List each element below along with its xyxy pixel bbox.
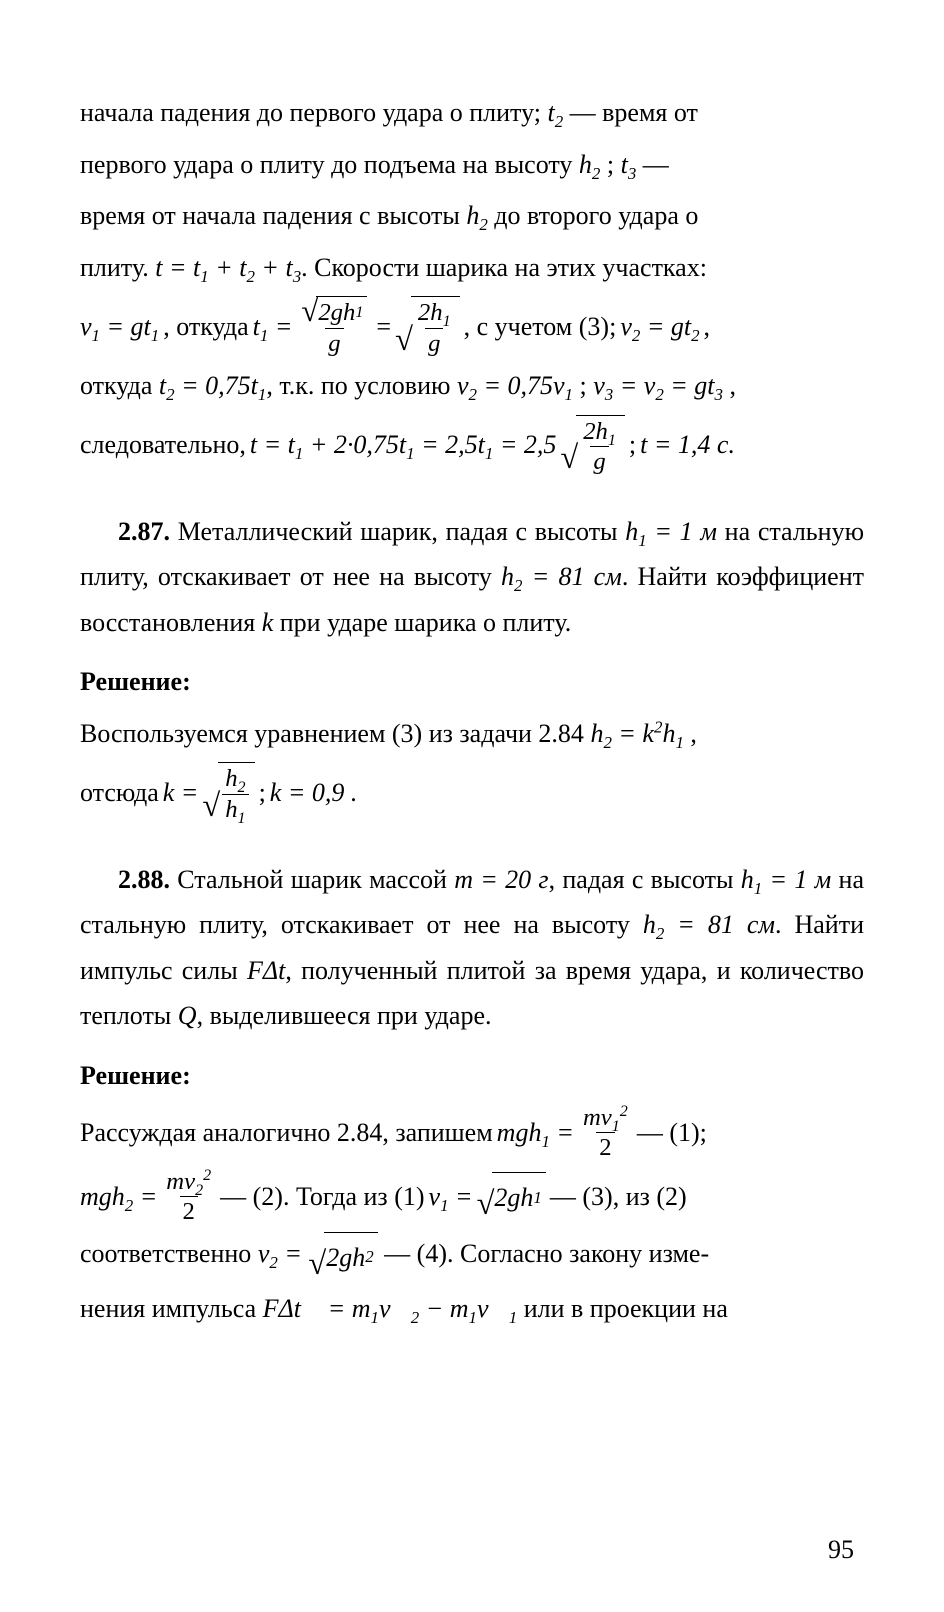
- p287-problem: 2.87. Металлический шарик, падая с высот…: [80, 509, 864, 646]
- text: время от начала падения с высоты: [80, 201, 466, 230]
- text: следовательно,: [80, 422, 246, 468]
- p286-line4: плиту. t = t1 + t2 + t3. Скорости шарика…: [80, 245, 864, 291]
- text: первого удара о плиту до подъема на высо…: [80, 150, 579, 179]
- p286-line5: откуда t2 = 0,75t1, т.к. по условию v2 =…: [80, 363, 864, 409]
- text: — время от: [563, 98, 698, 127]
- p287-sol-line1: Воспользуемся уравнением (3) из задачи 2…: [80, 711, 864, 757]
- text: , падая с высоты: [549, 865, 741, 894]
- text: нения импульса: [80, 1294, 263, 1323]
- text: , выделившееся при ударе.: [197, 1001, 492, 1030]
- text: откуда: [80, 371, 159, 400]
- p288-sol-line2: mgh2 = mv222 — (2). Тогда из (1) v1 = √2…: [80, 1168, 864, 1225]
- p286-line3: время от начала падения с высоты h2 до в…: [80, 193, 864, 239]
- p287-sol-eq: отсюда k = √h2h1 ; k = 0,9 .: [80, 762, 864, 822]
- p286-line1: начала падения до первого удара о плиту;…: [80, 90, 864, 136]
- text: до второго удара о: [488, 201, 699, 230]
- text: — (3), из (2): [550, 1174, 687, 1220]
- page-number: 95: [828, 1527, 854, 1573]
- text: — (1);: [637, 1110, 707, 1156]
- problem-number: 2.87.: [118, 517, 170, 546]
- text: соответственно: [80, 1239, 258, 1268]
- text: , с учетом (3);: [464, 304, 617, 350]
- solution-heading: Решение:: [80, 1053, 864, 1099]
- p286-line2: первого удара о плиту до подъема на высо…: [80, 142, 864, 188]
- text: при ударе шарика о плиту.: [273, 608, 571, 637]
- text: , откуда: [163, 304, 248, 350]
- text: Стальной шарик массой: [170, 865, 454, 894]
- physics-textbook-page: начала падения до первого удара о плиту;…: [0, 0, 944, 1612]
- p286-eq1: v1 = gt1, откуда t1 = √2gh1 g = √2h1g , …: [80, 296, 864, 357]
- text: Рассуждая аналогично 2.84, запишем: [80, 1110, 493, 1156]
- text: — (2). Тогда из (1): [220, 1174, 424, 1220]
- text: Воспользуемся уравнением (3) из задачи 2…: [80, 719, 590, 748]
- text: — (4). Согласно закону изме-: [378, 1239, 709, 1268]
- p286-eq2: следовательно, t = t1 + 2·0,75t1 = 2,5t1…: [80, 415, 864, 475]
- solution-heading: Решение:: [80, 659, 864, 705]
- p288-sol-line3: соответственно v2 = √2gh2 — (4). Согласн…: [80, 1231, 864, 1280]
- text: . Скорости шарика на этих участках:: [301, 253, 707, 282]
- text: или в проекции на: [517, 1294, 728, 1323]
- text: Металлический шарик, падая с высоты: [170, 517, 625, 546]
- text: ;: [259, 770, 266, 816]
- text: , т.к. по условию: [266, 371, 457, 400]
- text: плиту.: [80, 253, 155, 282]
- text: —: [636, 150, 669, 179]
- p288-problem: 2.88. Стальной шарик массой m = 20 г, па…: [80, 857, 864, 1039]
- text: отсюда: [80, 770, 159, 816]
- p288-sol-line1: Рассуждая аналогично 2.84, запишем mgh1 …: [80, 1104, 864, 1161]
- p288-sol-line4: нения импульса FΔt⃗ = m1v⃗2 − m1v⃗1 или …: [80, 1286, 864, 1332]
- text: начала падения до первого удара о плиту;: [80, 98, 547, 127]
- problem-number: 2.88.: [118, 865, 170, 894]
